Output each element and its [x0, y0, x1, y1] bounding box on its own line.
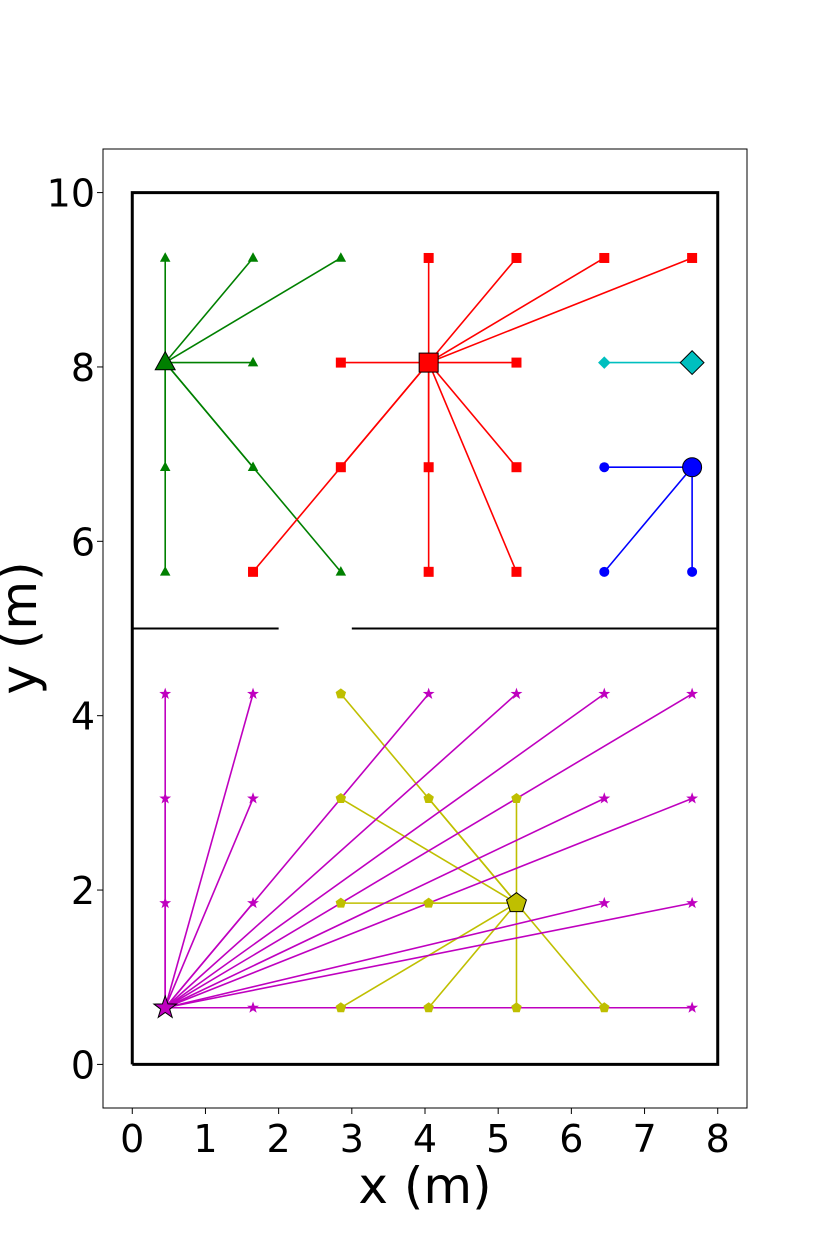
triangle-point-0-0 [159, 252, 171, 262]
y-tick-label-3: 6 [71, 520, 95, 564]
diamond-point-2-0 [598, 356, 611, 369]
link-5-5 [164, 693, 693, 1009]
square-point-1-5 [511, 357, 522, 368]
link-5-1 [164, 693, 254, 1008]
pentagon-point-4-2 [423, 793, 434, 803]
x-tick-label-4: 4 [413, 1117, 437, 1161]
square-point-1-0 [423, 252, 434, 263]
square-hub-1 [418, 352, 439, 373]
x-axis-label: x (m) [358, 1157, 491, 1215]
link-4-9 [515, 902, 605, 1009]
star-point-5-5 [686, 687, 699, 699]
x-tick-label-8: 8 [706, 1117, 730, 1161]
y-tick-label-2: 4 [71, 695, 95, 739]
link-4-2 [428, 797, 518, 904]
square-point-1-8 [511, 462, 522, 473]
link-0-2 [164, 257, 342, 364]
square-point-1-4 [335, 357, 346, 368]
star-point-5-6 [159, 792, 172, 804]
y-axis-ticks: 0 2 4 6 8 10 [47, 172, 103, 1087]
pentagon-point-4-5 [423, 897, 434, 908]
link-0-1 [164, 257, 254, 364]
circle-hub-3 [682, 457, 703, 478]
square-point-1-2 [599, 252, 610, 263]
circle-point-3-2 [687, 566, 698, 577]
star-point-5-3 [510, 687, 523, 699]
link-3-1 [603, 466, 693, 573]
star-point-5-11 [247, 896, 259, 909]
y-tick-label-4: 8 [71, 346, 95, 390]
square-point-1-1 [511, 252, 522, 263]
triangle-point-0-3 [247, 356, 259, 367]
triangle-point-0-2 [335, 252, 347, 262]
square-point-1-7 [423, 462, 434, 473]
star-point-5-8 [598, 792, 611, 804]
x-tick-label-7: 7 [632, 1117, 656, 1161]
square-point-1-3 [687, 252, 698, 263]
link-5-13 [165, 902, 693, 1009]
pentagon-point-4-1 [335, 793, 347, 803]
square-point-1-6 [335, 462, 346, 473]
room-walls [130, 191, 720, 1066]
x-tick-label-3: 3 [340, 1117, 364, 1161]
pentagon-point-4-7 [423, 1002, 434, 1013]
pentagon-hub-4 [505, 892, 528, 913]
triangle-point-0-1 [247, 252, 259, 262]
link-1-11 [427, 362, 518, 573]
pentagon-point-4-9 [599, 1002, 610, 1013]
square-point-1-9 [248, 566, 259, 577]
triangle-point-0-5 [247, 461, 259, 471]
star-point-5-15 [686, 1001, 699, 1013]
pentagon-point-4-3 [511, 793, 522, 803]
link-5-4 [164, 693, 605, 1009]
pentagon-point-4-8 [511, 1002, 522, 1013]
x-tick-label-2: 2 [267, 1117, 291, 1161]
link-1-3 [428, 257, 693, 364]
point-markers [152, 252, 705, 1019]
star-point-5-4 [598, 687, 611, 699]
pentagon-point-4-6 [335, 1002, 347, 1013]
link-5-11 [164, 902, 254, 1009]
star-point-5-7 [247, 792, 259, 804]
star-point-5-10 [159, 896, 172, 909]
star-point-5-2 [422, 687, 435, 699]
y-tick-label-5: 10 [47, 172, 95, 216]
link-1-2 [428, 257, 605, 364]
x-tick-label-0: 0 [120, 1117, 144, 1161]
triangle-hub-0 [154, 350, 177, 371]
x-axis-ticks: 0 1 2 3 4 5 6 7 8 [120, 1108, 730, 1161]
pentagon-point-4-4 [335, 897, 347, 908]
x-tick-label-6: 6 [559, 1117, 583, 1161]
y-axis-label: y (m) [0, 561, 48, 694]
wall-0 [130, 191, 720, 1066]
circle-point-3-0 [599, 462, 610, 473]
triangle-point-0-4 [159, 461, 171, 471]
x-tick-label-5: 5 [486, 1117, 510, 1161]
star-hub-5 [152, 994, 178, 1019]
diamond-hub-2 [679, 350, 705, 376]
link-4-7 [428, 902, 518, 1009]
x-tick-label-1: 1 [193, 1117, 217, 1161]
link-1-1 [428, 257, 518, 364]
y-tick-label-0: 0 [71, 1043, 95, 1087]
star-point-5-0 [159, 687, 172, 699]
pentagon-point-4-0 [335, 688, 347, 699]
triangle-point-0-6 [159, 566, 171, 576]
star-point-5-9 [686, 792, 699, 804]
star-point-5-1 [247, 687, 259, 699]
triangle-point-0-7 [335, 566, 347, 576]
star-point-5-13 [686, 896, 699, 909]
link-5-8 [164, 797, 605, 1009]
y-tick-label-1: 2 [71, 869, 95, 913]
link-1-8 [428, 362, 518, 468]
square-point-1-11 [511, 566, 522, 577]
circle-point-3-1 [599, 566, 610, 577]
star-point-5-12 [598, 896, 611, 909]
star-point-5-14 [247, 1001, 259, 1013]
link-5-7 [164, 798, 254, 1009]
link-5-12 [165, 902, 605, 1009]
link-5-3 [164, 693, 518, 1009]
square-point-1-10 [423, 566, 434, 577]
